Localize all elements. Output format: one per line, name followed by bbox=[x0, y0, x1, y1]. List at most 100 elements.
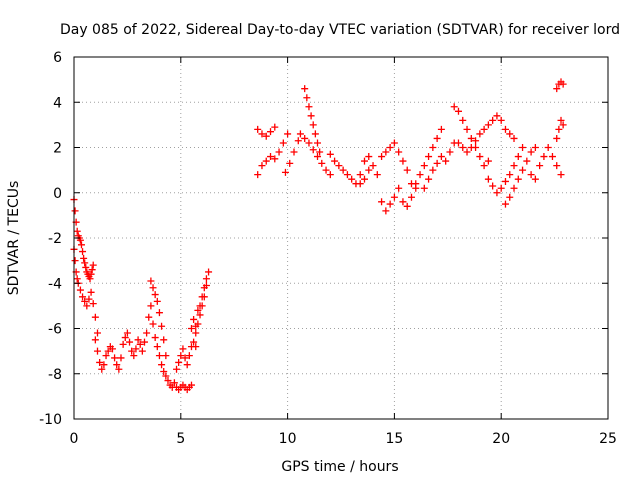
data-point bbox=[559, 80, 567, 88]
data-point bbox=[314, 139, 322, 147]
data-point bbox=[493, 112, 501, 120]
data-point bbox=[100, 361, 108, 369]
data-point bbox=[506, 130, 514, 138]
data-point bbox=[87, 288, 95, 296]
data-point bbox=[102, 352, 110, 360]
data-point bbox=[113, 361, 121, 369]
data-point bbox=[140, 338, 148, 346]
data-point bbox=[506, 171, 514, 179]
data-point bbox=[309, 121, 317, 129]
data-point bbox=[284, 130, 292, 138]
data-point bbox=[82, 263, 90, 271]
data-point bbox=[307, 112, 315, 120]
data-point bbox=[425, 175, 433, 183]
data-point bbox=[548, 153, 556, 161]
data-point bbox=[108, 345, 116, 353]
data-point bbox=[527, 171, 535, 179]
data-point bbox=[318, 159, 326, 167]
y-tick-label: -2 bbox=[48, 231, 62, 247]
data-point bbox=[497, 184, 505, 192]
data-point bbox=[185, 352, 193, 360]
data-point bbox=[147, 277, 155, 285]
data-point bbox=[484, 157, 492, 165]
data-point bbox=[128, 347, 136, 355]
x-tick-label: 15 bbox=[385, 431, 403, 447]
data-point bbox=[162, 372, 170, 380]
data-point bbox=[147, 302, 155, 310]
data-point bbox=[450, 103, 458, 111]
data-point bbox=[514, 153, 522, 161]
data-point bbox=[143, 329, 151, 337]
data-point bbox=[205, 268, 213, 276]
data-point bbox=[77, 241, 85, 249]
data-point bbox=[155, 309, 163, 317]
data-point bbox=[86, 275, 94, 283]
data-point bbox=[395, 184, 403, 192]
data-point bbox=[85, 295, 93, 303]
data-point bbox=[262, 157, 270, 165]
data-point bbox=[301, 85, 309, 93]
data-point bbox=[403, 202, 411, 210]
data-point bbox=[286, 159, 294, 167]
data-point bbox=[104, 347, 112, 355]
data-point bbox=[382, 148, 390, 156]
data-point bbox=[136, 340, 144, 348]
data-point bbox=[305, 103, 313, 111]
data-point bbox=[173, 365, 181, 373]
data-point bbox=[158, 361, 166, 369]
y-tick-label: -4 bbox=[48, 276, 62, 292]
data-point bbox=[420, 162, 428, 170]
data-point bbox=[523, 157, 531, 165]
data-point bbox=[187, 381, 195, 389]
data-point bbox=[326, 150, 334, 158]
data-point bbox=[200, 293, 208, 301]
data-point bbox=[187, 325, 195, 332]
data-point bbox=[71, 257, 79, 265]
data-point bbox=[531, 144, 539, 151]
data-point bbox=[442, 157, 450, 165]
data-point bbox=[314, 153, 322, 161]
data-point bbox=[331, 157, 339, 165]
x-tick-label: 20 bbox=[492, 431, 510, 447]
data-point bbox=[311, 130, 319, 138]
data-point bbox=[192, 343, 200, 351]
x-tick-label: 5 bbox=[176, 431, 185, 447]
data-point bbox=[553, 162, 561, 170]
data-point bbox=[360, 175, 368, 183]
data-point bbox=[467, 144, 475, 151]
data-point bbox=[155, 352, 163, 360]
data-point bbox=[192, 329, 200, 337]
data-point bbox=[510, 162, 518, 170]
data-point bbox=[501, 200, 509, 208]
data-point bbox=[271, 155, 279, 163]
data-point bbox=[123, 329, 131, 337]
data-point bbox=[365, 166, 373, 174]
data-point bbox=[343, 171, 351, 179]
data-point bbox=[536, 162, 544, 170]
data-point bbox=[181, 354, 189, 362]
data-point bbox=[459, 116, 467, 124]
data-point bbox=[557, 171, 565, 179]
data-point bbox=[149, 320, 157, 328]
data-point bbox=[356, 171, 364, 179]
data-point bbox=[258, 130, 266, 138]
data-point bbox=[497, 116, 505, 124]
data-point bbox=[179, 345, 187, 353]
data-point bbox=[267, 128, 275, 136]
data-point bbox=[531, 175, 539, 183]
data-point bbox=[121, 334, 129, 342]
data-point bbox=[93, 329, 101, 337]
data-point bbox=[472, 137, 480, 145]
data-point bbox=[149, 284, 157, 292]
x-tick-label: 25 bbox=[599, 431, 617, 447]
data-point bbox=[89, 261, 97, 269]
data-point bbox=[403, 166, 411, 174]
data-point bbox=[476, 153, 484, 161]
data-point bbox=[271, 123, 279, 131]
data-point bbox=[303, 94, 311, 102]
data-point bbox=[160, 336, 168, 344]
data-point bbox=[89, 300, 97, 308]
data-point bbox=[93, 347, 101, 355]
data-point bbox=[158, 322, 166, 330]
data-point bbox=[514, 175, 522, 183]
